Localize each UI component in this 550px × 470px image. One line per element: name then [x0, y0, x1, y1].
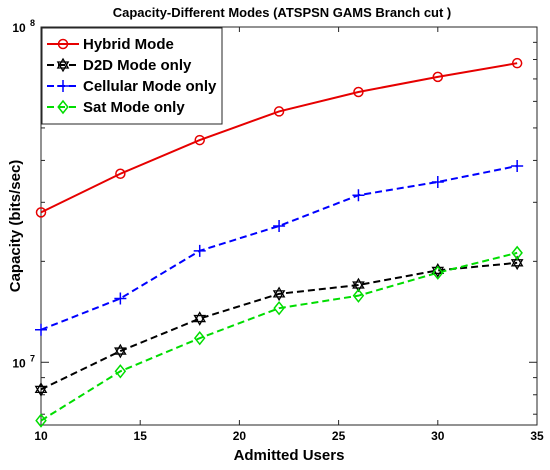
plus-marker — [273, 219, 286, 232]
series-marker-group — [35, 245, 523, 428]
legend-marker — [57, 38, 69, 50]
legend-label: Hybrid Mode — [83, 36, 174, 53]
diamond-marker — [352, 288, 365, 303]
y-ticks: 10 7 10 8 — [12, 18, 537, 415]
plus-marker — [352, 189, 365, 202]
hexagram-marker — [272, 286, 286, 302]
diamond-marker — [511, 245, 523, 261]
diamond-marker — [432, 265, 444, 280]
hexagram-marker — [34, 382, 48, 397]
diamond-marker — [193, 330, 206, 346]
hexagram-marker — [56, 57, 70, 73]
legend-marker — [57, 99, 69, 115]
series-line — [40, 62, 518, 214]
series-lines — [40, 62, 518, 422]
legend: Hybrid Mode D2D Mode only Cellular Mode on… — [41, 27, 223, 125]
legend-label: Cellular Mode only — [83, 78, 217, 95]
circle-marker — [273, 106, 285, 117]
x-ticks: 10 15 20 25 30 35 — [34, 27, 544, 443]
chart-title: Capacity-Different Modes (ATSPSN GAMS Br… — [113, 5, 452, 20]
diamond-marker — [114, 364, 127, 379]
plus-marker — [511, 159, 524, 172]
circle-marker — [432, 71, 444, 83]
x-tick-label: 35 — [530, 429, 544, 443]
circle-marker — [35, 207, 47, 218]
plus-marker — [193, 244, 206, 257]
circle-marker — [353, 86, 364, 98]
circle-marker — [57, 38, 69, 50]
diamond-marker — [57, 99, 69, 115]
x-tick-label: 10 — [34, 429, 48, 443]
x-tick-label: 30 — [431, 429, 445, 443]
hexagram-marker — [114, 343, 127, 359]
legend-label: Sat Mode only — [83, 99, 185, 116]
series-markers — [34, 57, 524, 428]
plus-marker — [35, 323, 47, 336]
circle-marker — [194, 134, 205, 146]
diamond-marker — [35, 413, 47, 428]
legend-marker — [56, 57, 70, 73]
circle-marker — [511, 57, 523, 69]
legend-label: D2D Mode only — [83, 57, 192, 74]
series-line — [40, 261, 518, 391]
y-tick-exponent: 7 — [30, 353, 35, 363]
hexagram-marker — [193, 311, 207, 326]
y-axis-label: Capacity (bits/sec) — [7, 160, 24, 293]
series-marker-group — [34, 255, 524, 397]
series-marker-group — [35, 159, 524, 336]
y-tick-label: 10 — [12, 21, 26, 35]
plus-marker — [114, 292, 127, 305]
diamond-marker — [273, 300, 285, 316]
y-tick-exponent: 8 — [30, 18, 35, 28]
hexagram-marker — [352, 277, 365, 293]
x-tick-label: 25 — [332, 429, 346, 443]
y-tick-label: 10 — [12, 356, 26, 370]
series-line — [40, 251, 518, 422]
plus-marker — [431, 175, 444, 188]
series-marker-group — [35, 57, 523, 218]
circle-marker — [115, 168, 126, 180]
x-axis-label: Admitted Users — [234, 447, 345, 464]
x-tick-label: 15 — [134, 429, 148, 443]
legend-marker — [57, 80, 69, 92]
x-tick-label: 20 — [233, 429, 247, 443]
plus-marker — [57, 80, 69, 92]
